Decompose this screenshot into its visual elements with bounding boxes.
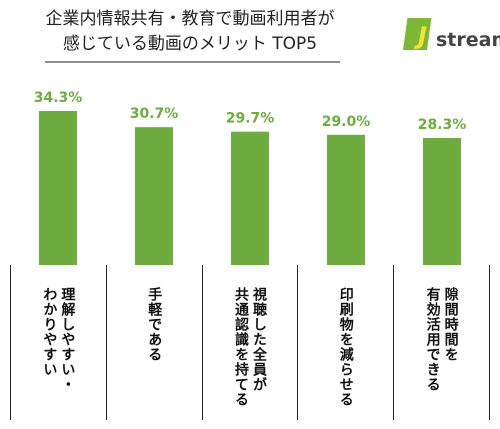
category-line: 共通認識を持てる [232, 287, 249, 407]
category-line: 印刷物を減らせる [337, 287, 354, 407]
category-line: 隙間時間を [442, 287, 459, 362]
category-label: 隙間時間を 有効活用できる [424, 287, 460, 420]
value-label: 29.0% [322, 114, 371, 130]
category-cell: 印刷物を減らせる [298, 265, 395, 420]
category-label: 理解しやすい・ わかりやすい [40, 287, 76, 420]
category-line: わかりやすい [41, 287, 58, 377]
value-label: 28.3% [418, 117, 467, 133]
logo-text: stream [436, 29, 500, 51]
value-label: 29.7% [226, 111, 275, 127]
category-line: 有効活用できる [424, 287, 441, 392]
category-label: 印刷物を減らせる [337, 287, 355, 420]
chart-title: 感じている動画のメリット TOP5 [63, 34, 317, 54]
category-line: 手軽である [146, 287, 163, 362]
logo-box [402, 18, 432, 50]
bar [39, 111, 77, 265]
value-label: 34.3% [34, 90, 83, 106]
category-label: 視聴した全員が 共通認識を持てる [232, 287, 268, 420]
category-cell: 隙間時間を 有効活用できる [394, 265, 489, 420]
logo-mark: J [414, 22, 427, 50]
category-line: 理解しやすい・ [59, 287, 76, 392]
bar [327, 134, 365, 265]
chart-title: 企業内情報共有・教育で動画利用者が [46, 9, 335, 29]
bar [423, 137, 461, 265]
category-row: 理解しやすい・ わかりやすい 手軽である 視聴した全員が 共通認識を持てる 印刷物を減らせ… [10, 265, 490, 420]
category-line: 視聴した全員が [250, 287, 267, 392]
bar [135, 127, 173, 265]
value-label: 30.7% [130, 106, 179, 122]
category-cell: 視聴した全員が 共通認識を持てる [203, 265, 299, 420]
category-label: 手軽である [145, 287, 163, 420]
category-cell: 手軽である [107, 265, 203, 420]
category-cell: 理解しやすい・ わかりやすい [11, 265, 107, 420]
bar [231, 131, 269, 265]
